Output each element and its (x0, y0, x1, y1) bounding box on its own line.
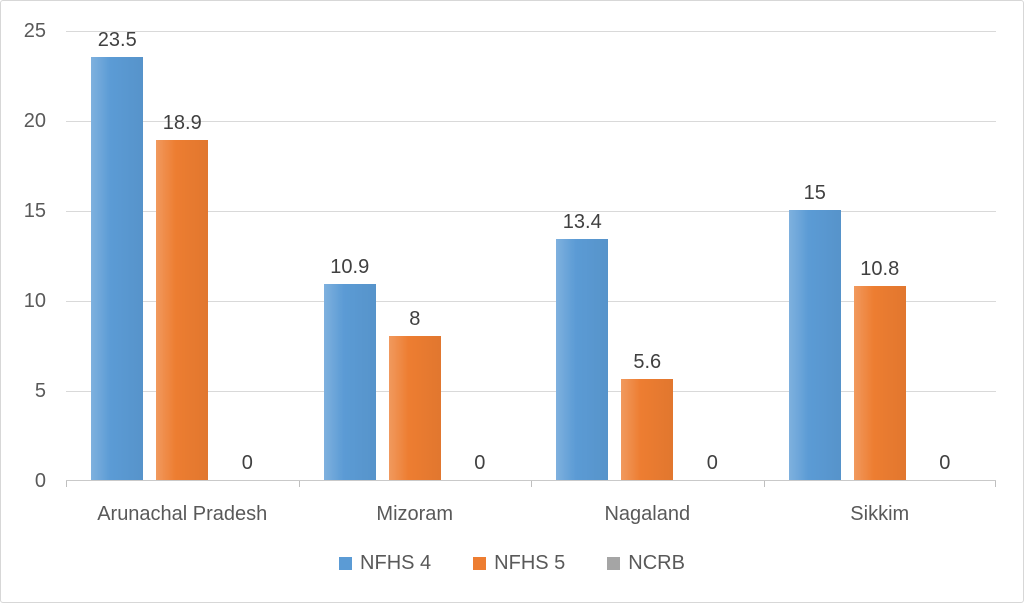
y-axis-label-25: 25 (23, 20, 46, 42)
gridline-25 (66, 31, 996, 32)
legend-item-nfhs-4: NFHS 4 (339, 551, 431, 575)
legend-swatch-ncrb (607, 556, 621, 570)
legend-label-ncrb: NCRB (628, 552, 685, 574)
value-label-nfhs-5-nagaland: 5.6 (633, 351, 662, 374)
value-label-nfhs-4-mizoram: 10.9 (330, 255, 370, 278)
category-group-mizoram: 10.9 8 0 (299, 31, 532, 480)
bar-nfhs-5-mizoram: 8 (388, 308, 441, 480)
value-label-nfhs-5-sikkim: 10.8 (860, 257, 900, 280)
x-axis-tick-4 (995, 481, 996, 487)
gridline-20 (66, 121, 996, 122)
x-axis-labels: Arunachal Pradesh Mizoram Nagaland Sikkim (66, 501, 996, 527)
y-axis-labels: 0 5 10 15 20 25 (1, 1, 46, 602)
legend-item-nfhs-5: NFHS 5 (473, 551, 565, 575)
value-label-nfhs-5-arunachal-pradesh: 18.9 (162, 111, 202, 134)
legend-swatch-nfhs-5 (473, 556, 487, 570)
legend-label-nfhs-4: NFHS 4 (360, 552, 432, 574)
x-axis-tick-1 (298, 481, 300, 487)
value-label-ncrb-mizoram: 0 (474, 452, 486, 474)
x-axis-tick-3 (763, 481, 765, 487)
y-axis-label-0: 0 (34, 470, 46, 492)
x-axis-label-sikkim: Sikkim (850, 503, 910, 525)
x-axis-label-arunachal-pradesh: Arunachal Pradesh (97, 503, 268, 525)
legend-swatch-nfhs-4 (339, 556, 353, 570)
gridline-10 (66, 301, 996, 302)
legend-item-ncrb: NCRB (607, 551, 685, 575)
x-axis-tick-2 (531, 481, 532, 487)
y-axis-label-10: 10 (23, 290, 46, 312)
x-axis-label-nagaland: Nagaland (604, 503, 691, 525)
value-label-ncrb-arunachal-pradesh: 0 (241, 452, 253, 474)
x-axis-label-mizoram: Mizoram (376, 503, 454, 525)
gridline-15 (66, 211, 996, 212)
x-axis-tick-0 (66, 481, 67, 487)
value-label-nfhs-4-arunachal-pradesh: 23.5 (97, 29, 137, 51)
y-axis-label-15: 15 (23, 200, 46, 222)
value-label-nfhs-4-sikkim: 15 (803, 182, 826, 204)
bar-nfhs-4-arunachal-pradesh: 23.5 (91, 29, 144, 480)
category-group-arunachal-pradesh: 23.5 18.9 0 (66, 29, 299, 480)
x-axis-line (66, 480, 996, 481)
bar-nfhs-4-mizoram: 10.9 (323, 256, 376, 480)
value-label-nfhs-4-nagaland: 13.4 (562, 210, 602, 233)
bar-nfhs-5-nagaland: 5.6 (621, 351, 674, 480)
category-group-nagaland: 13.4 5.6 0 (531, 31, 764, 480)
legend: NFHS 4 NFHS 5 NCRB (1, 551, 1023, 575)
y-axis-label-5: 5 (34, 380, 46, 402)
value-label-ncrb-sikkim: 0 (939, 452, 951, 474)
gridline-5 (66, 391, 996, 392)
legend-label-nfhs-5: NFHS 5 (494, 552, 566, 574)
bar-nfhs-4-nagaland: 13.4 (556, 211, 609, 480)
y-axis-label-20: 20 (23, 110, 46, 132)
value-label-ncrb-nagaland: 0 (706, 452, 718, 474)
plot-area: 23.5 18.9 0 10.9 8 0 13.4 5.6 0 15 10.8 0 (66, 29, 997, 487)
bar-nfhs-4-sikkim: 15 (788, 182, 841, 480)
category-group-sikkim: 15 10.8 0 (764, 31, 997, 480)
bar-nfhs-5-arunachal-pradesh: 18.9 (156, 112, 209, 480)
bar-nfhs-5-sikkim: 10.8 (853, 258, 906, 480)
value-label-nfhs-5-mizoram: 8 (409, 308, 421, 330)
